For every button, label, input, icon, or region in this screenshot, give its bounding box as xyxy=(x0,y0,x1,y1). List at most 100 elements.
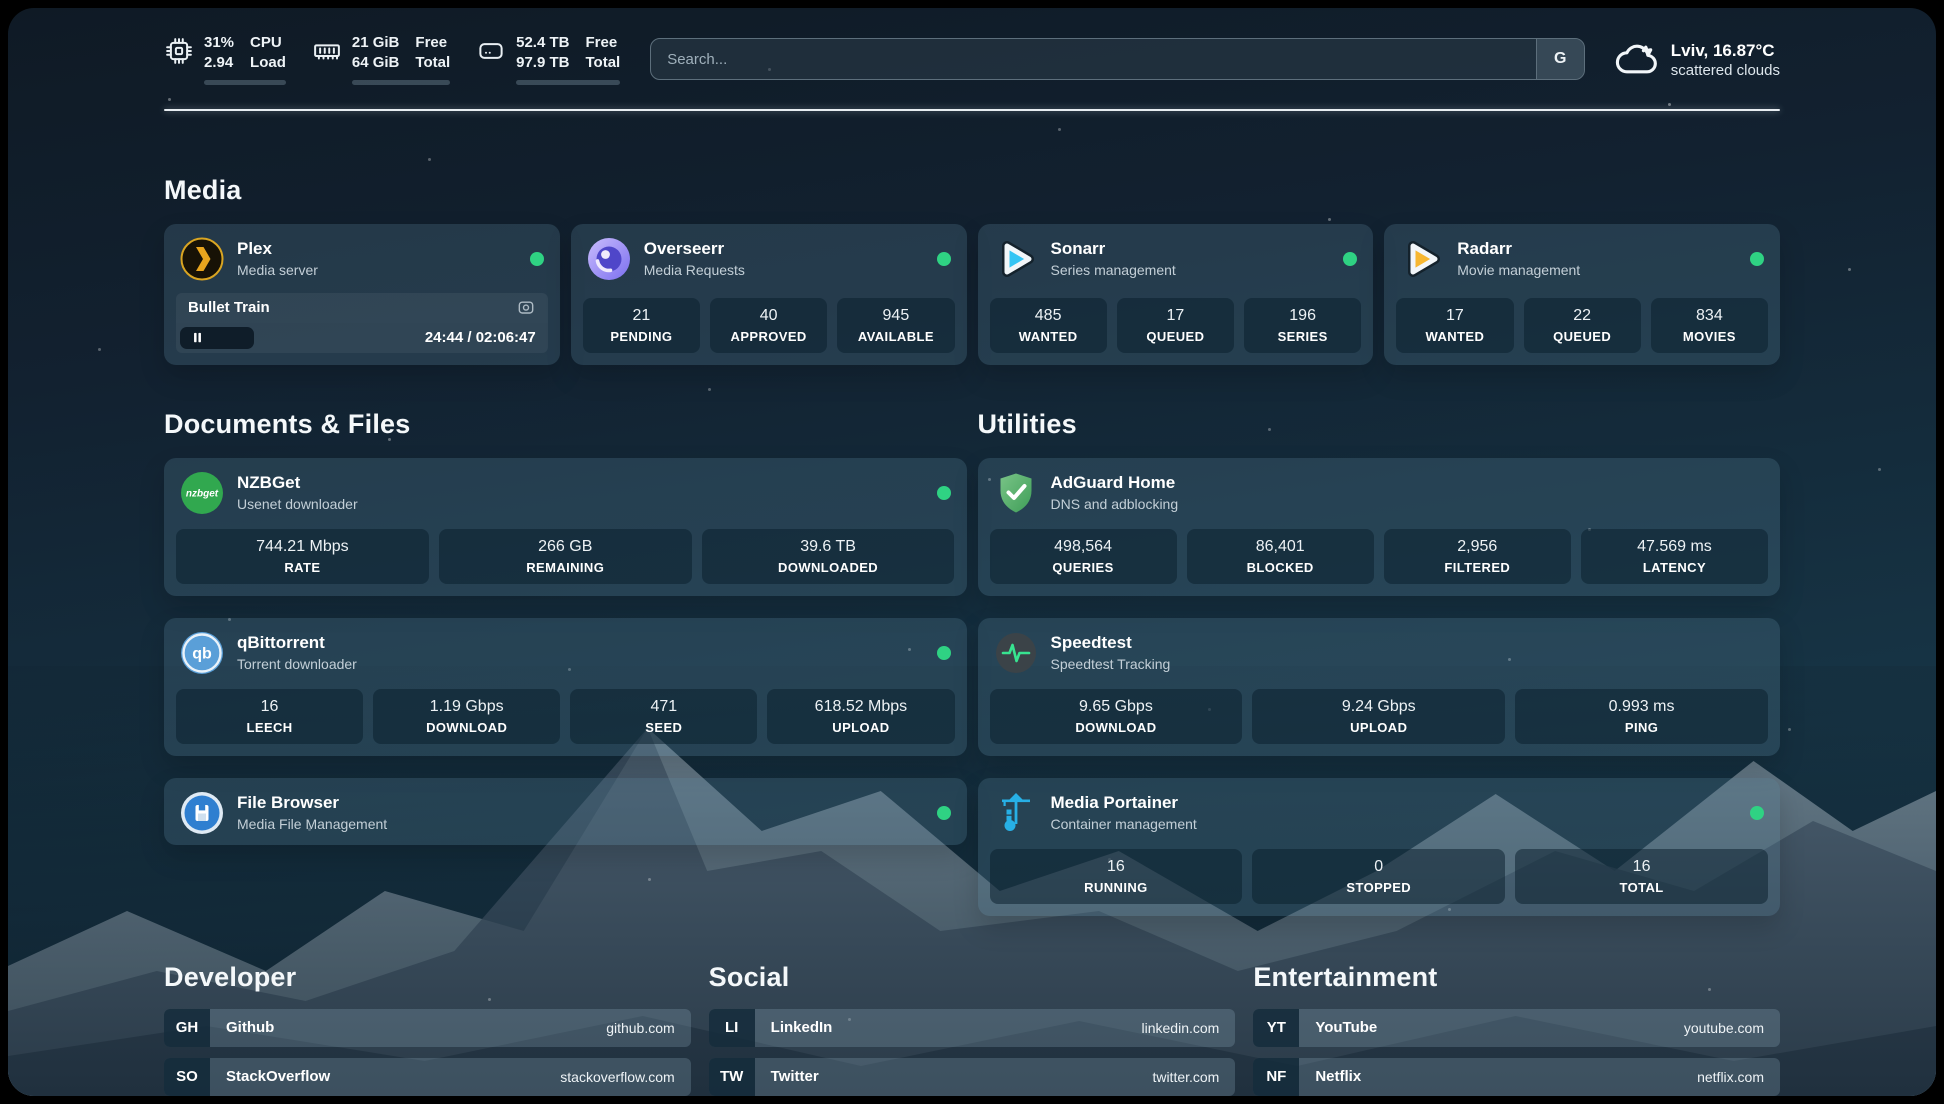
link-stackoverflow[interactable]: SO StackOverflow stackoverflow.com xyxy=(164,1057,691,1096)
seek-bar[interactable]: 24:44 / 02:06:47 xyxy=(176,322,548,353)
app-name: Plex xyxy=(237,239,272,258)
stat-available: 945 AVAILABLE xyxy=(837,297,955,353)
stat-leech: 16 LEECH xyxy=(176,688,364,744)
developer-section: Developer GH Github github.com SO StackO… xyxy=(164,962,691,1097)
ram-progress-bar xyxy=(351,79,451,85)
speedtest-card[interactable]: Speedtest Speedtest Tracking 9.65 Gbps D… xyxy=(977,617,1780,756)
qbittorrent-card[interactable]: qb qBittorrent Torrent downloader 16 LEE… xyxy=(164,617,967,756)
top-bar: 31% 2.94 CPU Load xyxy=(164,8,1780,85)
link-youtube[interactable]: YT YouTube youtube.com xyxy=(1253,1008,1781,1047)
stat-value: 1.19 Gbps xyxy=(429,697,504,715)
portainer-card[interactable]: Media Portainer Container management 16 … xyxy=(977,777,1780,916)
stat-wanted: 17 WANTED xyxy=(1396,297,1514,353)
stat-label: SERIES xyxy=(1277,328,1328,344)
stat-label: RATE xyxy=(284,559,321,575)
disk-icon xyxy=(476,36,506,66)
now-playing-row: Bullet Train xyxy=(176,292,548,323)
stat-label: TOTAL xyxy=(1619,879,1664,895)
stat-seed: 471 SEED xyxy=(570,688,758,744)
stat-label: STOPPED xyxy=(1346,879,1412,895)
stat-upload: 618.52 Mbps UPLOAD xyxy=(767,688,955,744)
documents-column: Documents & Files nzbget NZBGet Usenet d… xyxy=(164,409,967,916)
entertainment-section: Entertainment YT YouTube youtube.com NF … xyxy=(1253,962,1781,1097)
link-url: twitter.com xyxy=(1152,1068,1220,1085)
cloud-icon xyxy=(1615,37,1659,81)
link-url: stackoverflow.com xyxy=(560,1068,675,1085)
app-description: Container management xyxy=(1050,816,1197,832)
app-name: AdGuard Home xyxy=(1050,473,1176,492)
stat-label: APPROVED xyxy=(730,328,807,344)
stat-movies: 834 MOVIES xyxy=(1650,297,1768,353)
search-input[interactable] xyxy=(651,39,1536,80)
app-name: Media Portainer xyxy=(1050,793,1179,812)
stat-label: AVAILABLE xyxy=(857,328,934,344)
sonarr-card[interactable]: Sonarr Series management 485 WANTED 17 Q… xyxy=(977,223,1374,365)
overseerr-icon xyxy=(587,237,631,281)
adguard-card[interactable]: AdGuard Home DNS and adblocking 498,564 … xyxy=(977,457,1780,596)
app-description: Movie management xyxy=(1457,262,1581,278)
stat-upload: 9.24 Gbps UPLOAD xyxy=(1252,688,1506,744)
status-online-dot xyxy=(936,805,951,820)
stat-value: 618.52 Mbps xyxy=(814,697,908,715)
stat-downloaded: 39.6 TB DOWNLOADED xyxy=(701,528,955,584)
search-bar[interactable]: G xyxy=(650,38,1585,81)
app-description: Speedtest Tracking xyxy=(1050,656,1171,672)
radarr-card[interactable]: Radarr Movie management 17 WANTED 22 QUE… xyxy=(1384,223,1780,365)
camera-icon[interactable] xyxy=(516,298,536,318)
stat-label: WANTED xyxy=(1018,328,1078,344)
stat-remaining: 266 GB REMAINING xyxy=(438,528,692,584)
stat-label: WANTED xyxy=(1425,328,1485,344)
status-online-dot xyxy=(936,251,951,266)
ram-total-value: 64 GiB xyxy=(351,54,400,72)
utilities-column: Utilities AdGuard Home xyxy=(977,408,1780,916)
link-linkedin[interactable]: LI LinkedIn linkedin.com xyxy=(708,1008,1236,1047)
stat-value: 16 xyxy=(260,697,279,715)
stat-value: 86,401 xyxy=(1255,537,1305,555)
app-description: Usenet downloader xyxy=(237,496,358,512)
nzbget-card[interactable]: nzbget NZBGet Usenet downloader 744.21 M… xyxy=(164,457,967,596)
search-engine-button[interactable]: G xyxy=(1535,39,1584,80)
app-description: Media server xyxy=(237,262,318,278)
plex-card[interactable]: Plex Media server Bullet Train 24:44 / 0 xyxy=(164,223,560,365)
disk-progress-bar xyxy=(516,79,621,85)
stat-value: 21 xyxy=(632,306,651,324)
stat-value: 498,564 xyxy=(1054,537,1112,555)
stat-value: 266 GB xyxy=(538,537,593,555)
filebrowser-card[interactable]: File Browser Media File Management xyxy=(164,777,967,845)
cpu-usage-value: 31% xyxy=(204,34,235,51)
link-twitter[interactable]: TW Twitter twitter.com xyxy=(708,1057,1236,1096)
status-online-dot xyxy=(1343,251,1358,266)
app-description: Series management xyxy=(1050,262,1176,278)
speedtest-icon xyxy=(994,631,1038,675)
app-name: Sonarr xyxy=(1050,239,1106,258)
stat-stopped: 0 STOPPED xyxy=(1252,848,1506,904)
link-netflix[interactable]: NF Netflix netflix.com xyxy=(1253,1057,1781,1096)
link-github[interactable]: GH Github github.com xyxy=(164,1008,691,1047)
link-name: StackOverflow xyxy=(226,1068,331,1085)
seek-elapsed xyxy=(180,326,255,349)
filebrowser-icon xyxy=(180,791,224,835)
app-name: Radarr xyxy=(1457,239,1513,258)
stat-label: DOWNLOAD xyxy=(1075,719,1157,735)
stat-queued: 17 QUEUED xyxy=(1116,297,1234,353)
social-section: Social LI LinkedIn linkedin.com TW Twitt… xyxy=(708,961,1236,1097)
section-title-documents: Documents & Files xyxy=(164,408,411,439)
stat-queries: 498,564 QUERIES xyxy=(989,528,1177,584)
section-title-social: Social xyxy=(708,961,790,992)
section-title-utilities: Utilities xyxy=(977,408,1077,439)
overseerr-card[interactable]: Overseerr Media Requests 21 PENDING 40 A… xyxy=(570,223,967,365)
stat-pending: 21 PENDING xyxy=(582,297,700,353)
disk-free-value: 52.4 TB xyxy=(516,34,570,51)
disk-free-label: Free xyxy=(585,34,618,51)
sonarr-icon xyxy=(994,237,1038,281)
link-badge: GH xyxy=(164,1008,210,1047)
weather-widget: Lviv, 16.87°C scattered clouds xyxy=(1615,37,1780,81)
link-name: LinkedIn xyxy=(770,1019,833,1036)
stat-value: 945 xyxy=(882,306,910,324)
link-url: linkedin.com xyxy=(1141,1019,1220,1036)
now-playing-title: Bullet Train xyxy=(188,299,270,316)
app-description: DNS and adblocking xyxy=(1050,496,1179,512)
stat-latency: 47.569 ms LATENCY xyxy=(1580,528,1768,584)
radarr-icon xyxy=(1400,237,1444,281)
status-online-dot xyxy=(1750,805,1764,820)
